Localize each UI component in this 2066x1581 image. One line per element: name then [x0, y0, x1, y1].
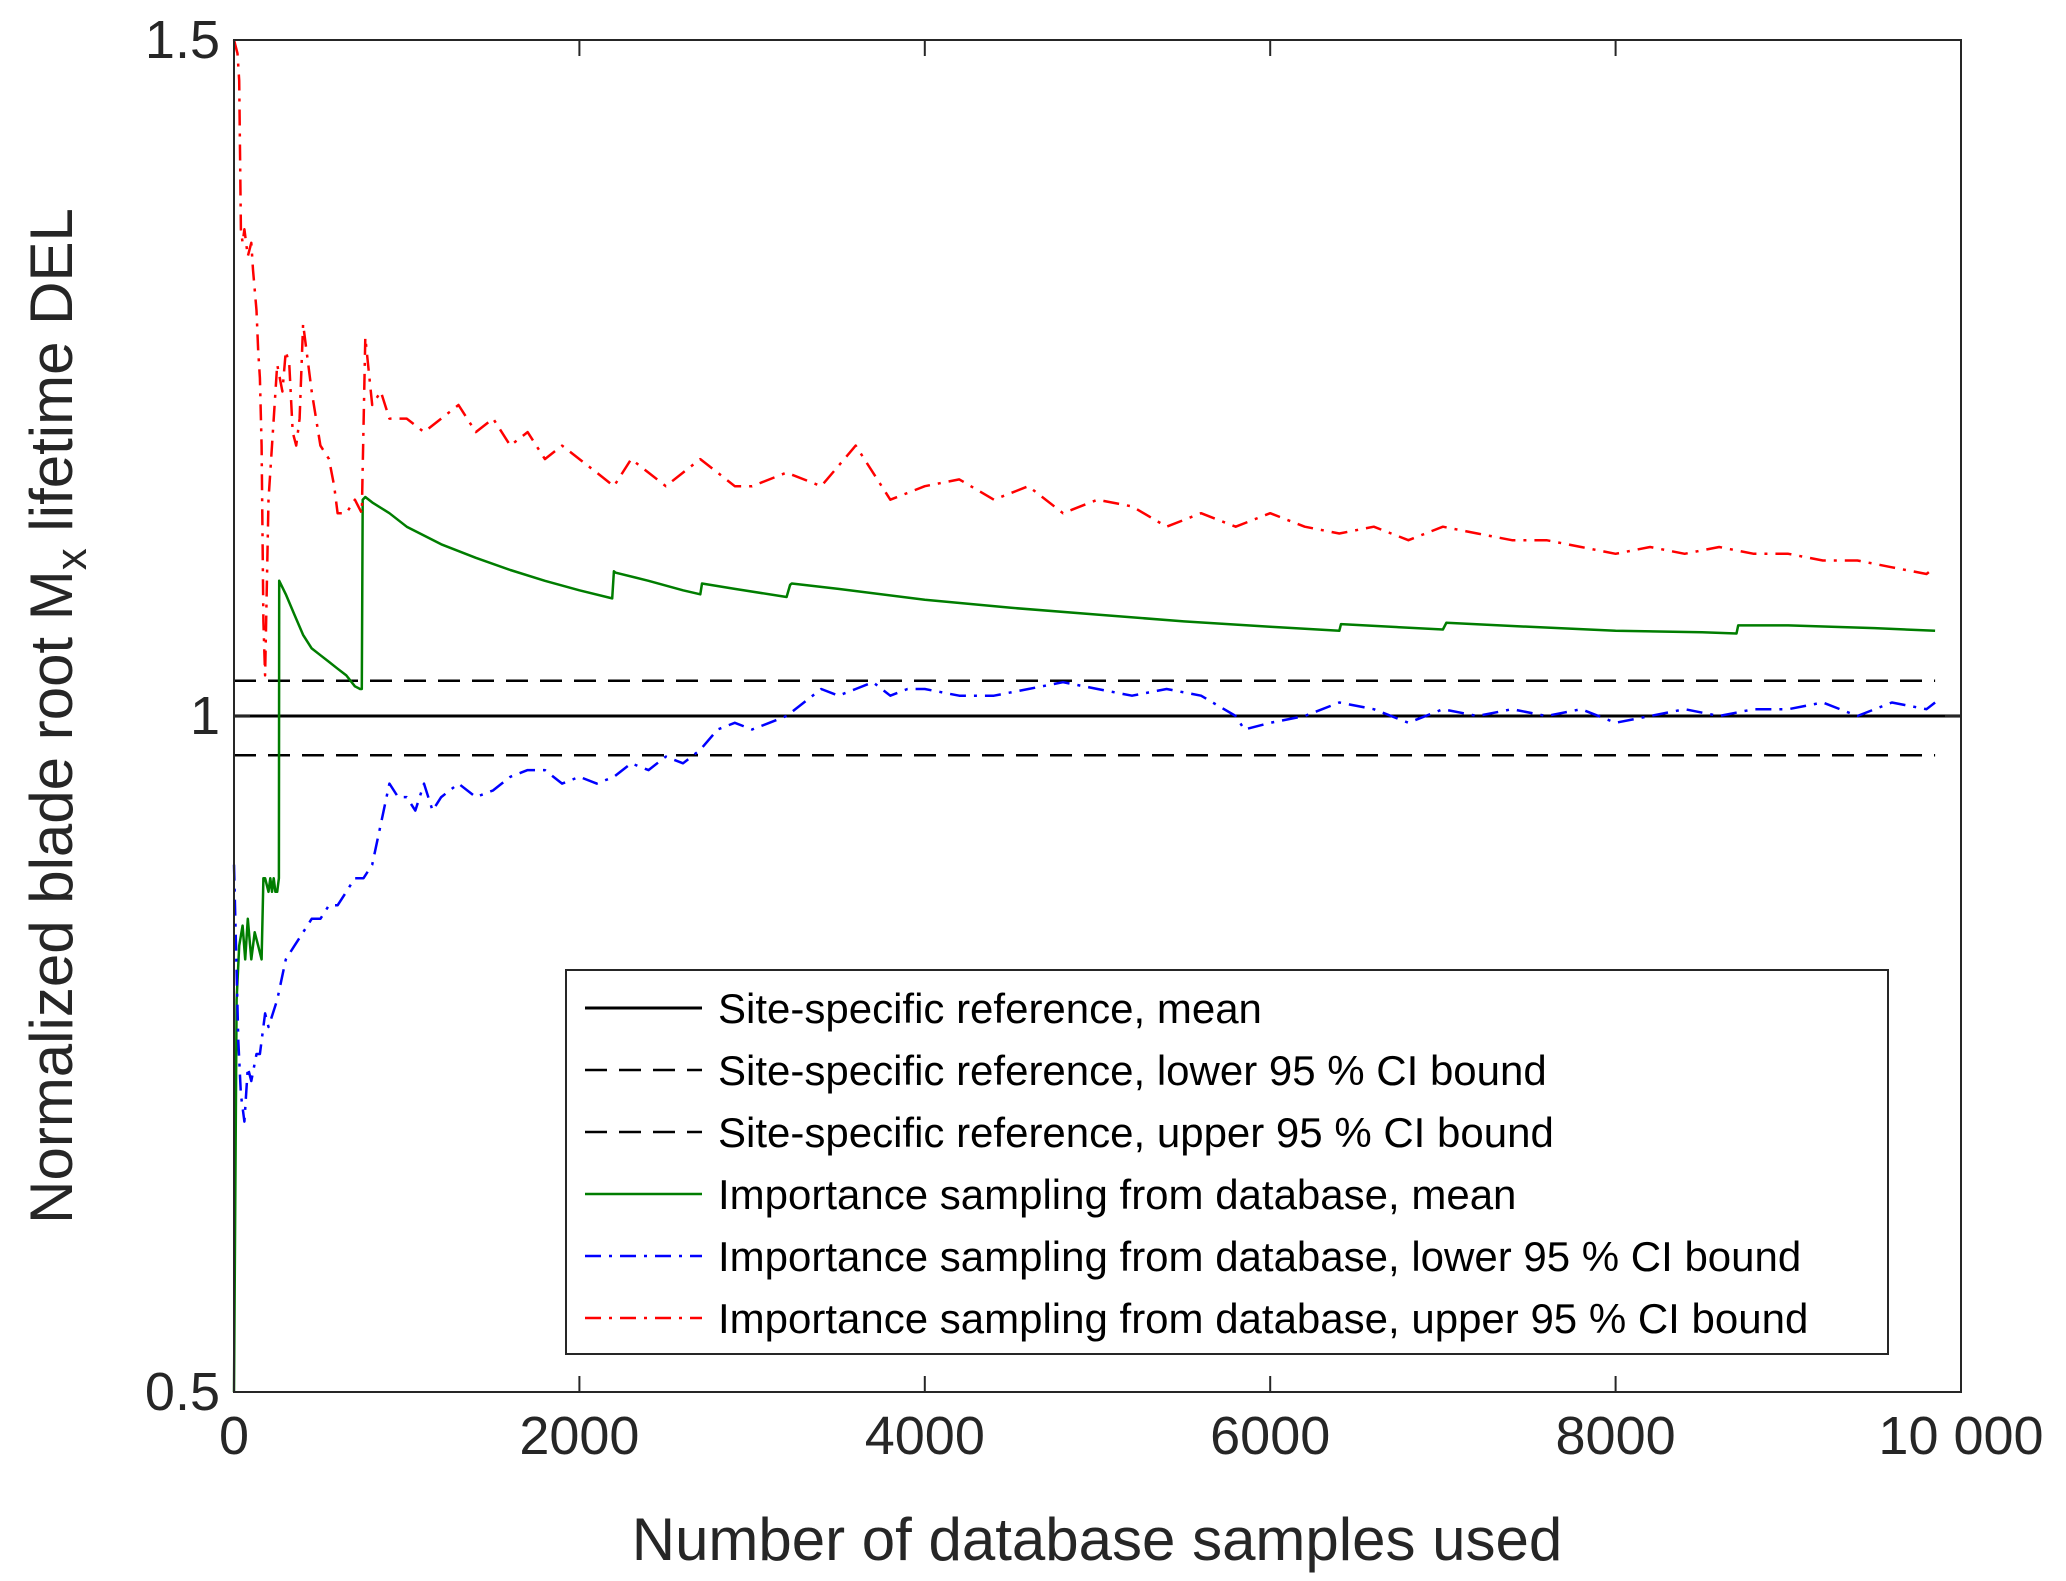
legend-label-5: Importance sampling from database, upper…: [718, 1295, 1808, 1342]
series-layer: [232, 39, 1961, 1393]
legend-entries: Site-specific reference, mean Site-specif…: [585, 985, 1808, 1342]
legend-label-4: Importance sampling from database, lower…: [718, 1233, 1801, 1280]
legend-box: [565, 969, 1889, 1355]
legend-label-3: Importance sampling from database, mean: [718, 1171, 1516, 1218]
x-tick-label: 2000: [519, 1406, 639, 1466]
legend-label-2: Site-specific reference, upper 95 % CI b…: [718, 1109, 1554, 1156]
y-tick-label: 0.5: [145, 1362, 220, 1422]
y-axis-label: Normalized blade root Mx lifetime DEL: [18, 208, 96, 1224]
y-axis-label-main: Normalized blade root M: [18, 570, 85, 1224]
x-axis-label: Number of database samples used: [632, 1506, 1563, 1573]
legend-label-0: Site-specific reference, mean: [718, 985, 1262, 1032]
y-axis-ticks: 0.5 1 1.5: [145, 10, 1961, 1422]
series-line-3: [232, 495, 1936, 1393]
series-line-4: [232, 680, 1936, 1123]
x-tick-label: 10 000: [1878, 1406, 2043, 1466]
y-tick-label: 1.5: [145, 10, 220, 70]
y-axis-label-subscript: x: [47, 548, 96, 570]
x-tick-label: 4000: [865, 1406, 985, 1466]
y-axis-label-suffix: lifetime DEL: [18, 208, 85, 548]
x-axis-ticks: 0 2000 4000 6000 8000 10 000: [219, 40, 2044, 1466]
legend: Site-specific reference, mean Site-specif…: [565, 969, 1889, 1355]
series-line-5: [232, 39, 1936, 677]
y-tick-label: 1: [190, 686, 220, 746]
x-tick-label: 0: [219, 1406, 249, 1466]
x-tick-label: 6000: [1210, 1406, 1330, 1466]
x-tick-label: 8000: [1556, 1406, 1676, 1466]
legend-label-1: Site-specific reference, lower 95 % CI b…: [718, 1047, 1547, 1094]
